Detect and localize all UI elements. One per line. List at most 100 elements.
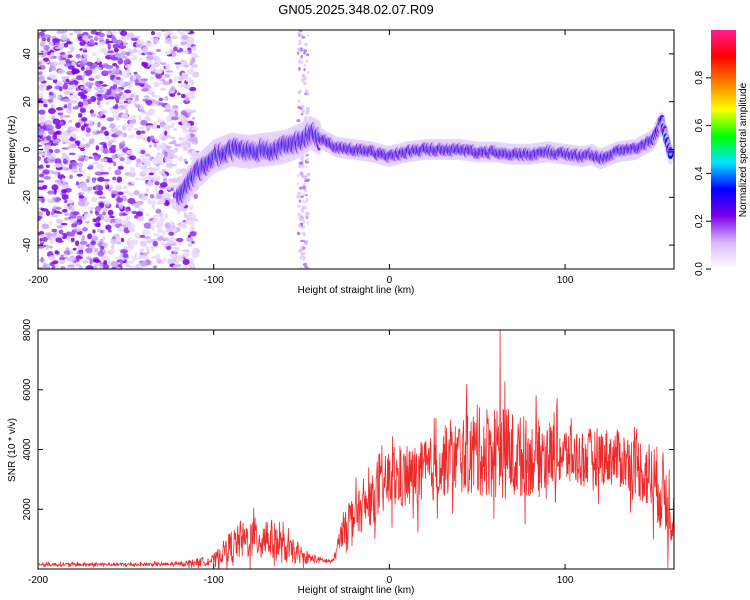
spectrogram-noise-blob (77, 35, 83, 42)
spectrogram-noise-blob (140, 177, 147, 182)
spectrogram-noise-blob (170, 35, 179, 39)
spectrogram-noise-blob (110, 261, 119, 268)
spectrogram-noise-blob (57, 180, 62, 186)
spectrogram-noise-blob (165, 245, 172, 251)
spectrogram-noise-blob (300, 222, 304, 227)
spectrogram-x-tick-label: -100 (204, 275, 224, 286)
spectrogram-noise-blob (77, 185, 81, 189)
spectrogram-noise-blob (129, 52, 135, 56)
spectrogram-noise-blob (118, 101, 124, 105)
spectrogram-noise-blob (163, 124, 172, 130)
spectrogram-noise-blob (119, 259, 124, 266)
spectrogram-x-label: Height of straight line (km) (298, 285, 415, 296)
spectrogram-noise-blob (180, 61, 185, 68)
spectrogram-noise-blob (157, 118, 162, 123)
spectrogram-noise-blob (134, 252, 138, 257)
spectrogram-noise-blob (97, 185, 104, 192)
spectrogram-noise-blob (98, 30, 103, 33)
spectrogram-noise-blob (46, 210, 51, 217)
spectrogram-noise-blob (119, 253, 124, 258)
spectrogram-noise-blob (127, 245, 132, 252)
spectrogram-noise-blob (135, 94, 140, 98)
spectrogram-noise-blob (106, 117, 115, 122)
spectrogram-noise-blob (104, 136, 111, 141)
spectrogram-noise-blob (109, 54, 115, 58)
spectrogram-noise-blob (155, 254, 161, 259)
spectrogram-noise-blob (184, 97, 190, 102)
spectrogram-noise-blob (139, 252, 144, 255)
spectrogram-noise-blob (145, 117, 150, 122)
spectrogram-noise-blob (99, 229, 104, 234)
spectrogram-noise-blob (76, 252, 82, 255)
spectrogram-noise-blob (148, 172, 154, 176)
spectrogram-noise-blob (82, 150, 87, 155)
spectrogram-noise-blob (58, 229, 64, 234)
spectrogram-noise-blob (80, 66, 85, 71)
spectrogram-noise-blob (191, 251, 197, 257)
spectrogram-noise-blob (146, 54, 154, 61)
spectrogram-noise-blob (151, 103, 157, 107)
snr-panel: -200 -100 0 100 2000 4000 6000 8000 Height of … (7, 318, 675, 596)
spectrogram-noise-blob (301, 78, 306, 82)
spectrogram-noise-blob (150, 71, 156, 75)
spectrogram-noise-blob (296, 194, 301, 199)
spectrogram-noise-blob (135, 158, 142, 164)
spectrogram-noise-blob (48, 91, 54, 96)
spectrogram-noise-blob (94, 190, 99, 195)
spectrogram-noise-blob (302, 81, 307, 86)
spectrogram-noise-blob (89, 210, 93, 214)
spectrogram-noise-blob (95, 222, 101, 228)
spectrogram-noise-blob (303, 189, 308, 192)
spectrogram-noise-blob (123, 59, 129, 64)
spectrogram-noise-blob (115, 147, 121, 152)
spectrogram-noise-blob (171, 222, 176, 229)
spectrogram-noise-blob (109, 123, 116, 129)
spectrogram-noise-blob (132, 74, 136, 81)
spectrogram-noise-blob (153, 120, 158, 128)
spectrogram-noise-blob (94, 87, 101, 91)
spectrogram-noise-blob (38, 216, 43, 219)
colorbar-ticks: 0.0 0.2 0.4 0.6 0.8 (694, 70, 711, 276)
spectrogram-noise-blob (38, 102, 43, 109)
spectrogram-noise-blob (57, 55, 61, 60)
spectrogram-noise-blob (129, 76, 134, 81)
spectrogram-noise-blob (38, 84, 44, 90)
spectrogram-noise-blob (154, 138, 159, 143)
spectrogram-noise-blob (141, 88, 149, 92)
spectrogram-noise-blob (59, 114, 64, 119)
spectrogram-noise-blob (100, 245, 105, 250)
spectrogram-noise-blob (305, 53, 310, 57)
spectrogram-noise-blob (152, 240, 158, 247)
spectrogram-noise-blob (54, 197, 61, 203)
snr-line (38, 330, 674, 569)
spectrogram-noise-blob (66, 158, 70, 161)
spectrogram-noise-blob (159, 213, 164, 217)
spectrogram-noise-blob (150, 76, 154, 81)
spectrogram-noise-blob (114, 93, 123, 97)
spectrogram-noise-blob (38, 186, 45, 190)
spectrogram-noise-blob (140, 208, 145, 212)
spectrogram-noise-blob (122, 253, 129, 258)
spectrogram-noise-blob (132, 202, 140, 207)
spectrogram-y-label: Frequency (Hz) (7, 116, 18, 185)
spectrogram-noise-blob (114, 257, 123, 260)
spectrogram-noise-blob (62, 208, 68, 213)
spectrogram-noise-blob (80, 237, 85, 243)
spectrogram-noise-blob (75, 53, 81, 59)
spectrogram-noise-blob (164, 156, 169, 162)
spectrogram-noise-blob (112, 43, 120, 49)
spectrogram-noise-blob (304, 89, 309, 94)
spectrogram-noise-blob (40, 43, 44, 47)
spectrogram-noise-blob (93, 155, 100, 161)
spectrogram-x-ticks: -200 -100 0 100 (28, 30, 574, 286)
spectrogram-noise-blob (51, 126, 55, 130)
spectrogram-noise-blob (299, 266, 304, 269)
spectrogram-noise-blob (75, 96, 80, 100)
spectrogram-noise-blob (187, 243, 193, 247)
spectrogram-noise-blob (101, 84, 108, 87)
spectrogram-noise-blob (72, 247, 77, 251)
spectrogram-noise-blob (173, 76, 178, 83)
colorbar-label: Normalized spectral amplitude (738, 82, 749, 217)
spectrogram-noise-blob (44, 147, 49, 153)
spectrogram-noise-blob (139, 234, 146, 238)
